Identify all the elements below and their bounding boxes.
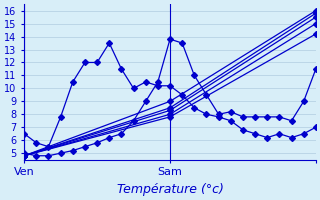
X-axis label: Température (°c): Température (°c) (116, 183, 223, 196)
